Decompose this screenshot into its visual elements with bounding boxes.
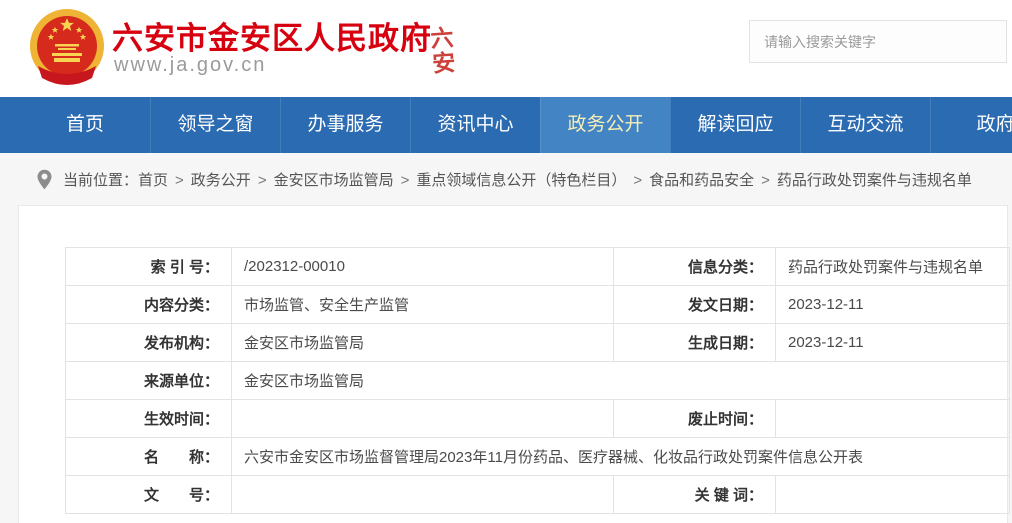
table-row: 索 引 号：/202312-00010 信息分类： 药品行政处罚案件与违规名单 [65,247,1010,286]
breadcrumb-separator: > [633,171,643,189]
red-seal-decoration: 六安 [429,24,457,77]
table-row: 名 称： 六安市金安区市场监督管理局2023年11月份药品、医疗器械、化妆品行政处… [65,437,1010,476]
table-row: 发布机构： 金安区市场监管局 生成日期： 2023-12-11 [65,323,1010,362]
field-value: 市场监管、安全生产监管 [231,285,614,324]
field-value: 金安区市场监管局 [231,323,614,362]
breadcrumb-link[interactable]: 金安区市场监管局 [273,171,394,189]
field-value [231,475,614,514]
nav-item[interactable]: 办事服务 [280,97,410,153]
field-label: 内容分类： [65,285,232,324]
field-value: 2023-12-11 [775,323,1010,362]
table-row: 生效时间： 废止时间： [65,399,1010,438]
nav-item[interactable]: 首页 [65,114,104,135]
table-row: 内容分类： 市场监管、安全生产监管 发文日期： 2023-12-11 [65,285,1010,324]
field-value: /202312-00010 [231,247,614,286]
breadcrumb-link[interactable]: 首页 [138,171,169,189]
breadcrumb-link[interactable]: 重点领域信息公开（特色栏目） [416,171,627,189]
field-label: 关 键 词： [613,475,776,514]
nav-item[interactable]: 政务公开 [540,97,670,153]
field-label: 名 称： [65,437,232,476]
main-nav: 首页 领导之窗 办事服务 资讯中心 政务公开 解读回应 互动交流 政府 [0,97,1012,153]
search-input[interactable] [749,20,1007,63]
national-emblem-icon [28,6,106,90]
field-value [775,475,1010,514]
breadcrumb-trail: 首页 > 政务公开 > 金安区市场监管局 > 重点领域信息公开（特色栏目） > 食品和药品安全 >… [138,169,972,190]
field-label: 信息分类： [613,247,776,286]
breadcrumb-separator: > [761,171,770,189]
nav-item[interactable]: 领导之窗 [150,97,280,153]
site-title: 六安市金安区人民政府 [112,21,432,56]
field-label: 来源单位： [65,361,232,400]
field-label: 索 引 号： [65,247,232,286]
field-label: 发文日期： [613,285,776,324]
field-value [231,399,614,438]
breadcrumb-current: 药品行政处罚案件与违规名单 [776,171,972,189]
breadcrumb-prefix: 当前位置： [63,171,139,189]
site-header: 六安市金安区人民政府 www.ja.gov.cn 六安 [0,0,1012,97]
nav-item[interactable]: 政府 [930,97,1012,153]
site-url: www.ja.gov.cn [114,54,267,76]
field-value: 药品行政处罚案件与违规名单 [775,247,1010,286]
breadcrumb-separator: > [400,171,410,189]
breadcrumb-link[interactable]: 食品和药品安全 [649,171,755,189]
field-label: 废止时间： [613,399,776,438]
breadcrumb-separator: > [257,171,267,189]
content-panel: 索 引 号：/202312-00010 信息分类： 药品行政处罚案件与违规名单 内容分… [18,205,1010,523]
table-row: 文 号： 关 键 词： [65,475,1010,514]
nav-item[interactable]: 解读回应 [670,97,800,153]
field-label: 发布机构： [65,323,232,362]
field-value [775,399,1010,438]
field-value: 金安区市场监管局 [231,361,1010,400]
breadcrumb: 当前位置： 首页 > 政务公开 > 金安区市场监管局 > 重点领域信息公开（特色栏目） > 食品… [0,153,1012,205]
location-pin-icon [36,169,53,190]
table-row: 来源单位： 金安区市场监管局 [65,361,1010,400]
nav-item[interactable]: 互动交流 [800,97,930,153]
field-value: 六安市金安区市场监督管理局2023年11月份药品、医疗器械、化妆品行政处罚案件信… [231,437,1010,476]
breadcrumb-link[interactable]: 政务公开 [190,171,251,189]
nav-item[interactable]: 资讯中心 [410,97,540,153]
field-label: 文 号： [65,475,232,514]
breadcrumb-separator: > [175,171,184,189]
field-value: 2023-12-11 [775,285,1010,324]
field-label: 生效时间： [65,399,232,438]
info-table: 索 引 号：/202312-00010 信息分类： 药品行政处罚案件与违规名单 内容分… [65,247,1010,514]
field-label: 生成日期： [613,323,776,362]
